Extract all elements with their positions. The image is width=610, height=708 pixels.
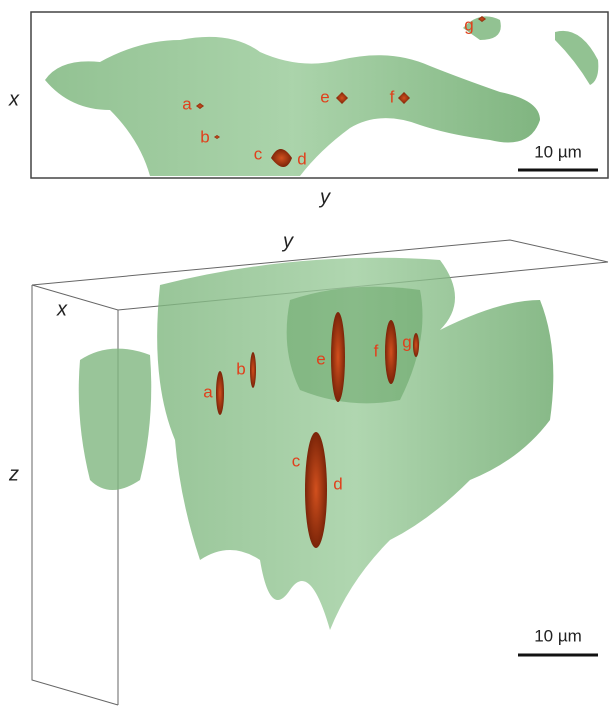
marker-label: c — [254, 144, 263, 163]
marker-label: d — [297, 149, 306, 168]
scale-bar-label: 10 µm — [534, 142, 582, 161]
bottom-panel: 10 µm y x z a b c d e f g — [8, 230, 608, 705]
marker-label: a — [203, 382, 213, 401]
axis-label: z — [8, 463, 19, 485]
top-panel: 10 µm x y a b c d e f g — [8, 12, 608, 208]
axis-label: y — [281, 230, 294, 252]
marker-label: e — [320, 87, 329, 106]
marker-label: e — [316, 349, 325, 368]
marker-label: a — [182, 94, 192, 113]
axis-label: y — [318, 186, 331, 208]
scale-bar-label: 10 µm — [534, 626, 582, 645]
marker-label: b — [236, 359, 245, 378]
figure: 10 µm x y a b c d e f g 10 µm y x z a b … — [0, 0, 610, 708]
marker-label: c — [292, 451, 301, 470]
marker-label: b — [200, 127, 209, 146]
marker-label: d — [333, 474, 342, 493]
marker-label: f — [374, 341, 379, 360]
cell-surface — [79, 349, 152, 490]
marker-label: g — [464, 15, 473, 34]
marker-label: g — [402, 332, 411, 351]
axis-label: x — [56, 298, 68, 320]
axis-label: x — [8, 88, 20, 110]
marker-label: f — [390, 87, 395, 106]
